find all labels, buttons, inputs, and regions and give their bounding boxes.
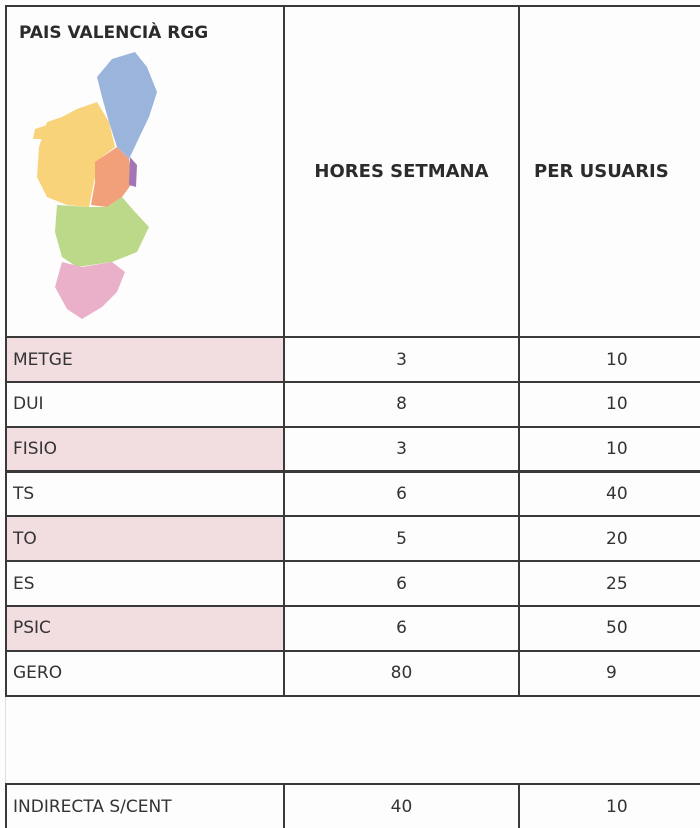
region-map	[33, 52, 157, 319]
table-title: PAIS VALENCIÀ RGG	[19, 23, 209, 43]
table-cell: 3	[283, 336, 520, 383]
table-cell: 25	[518, 560, 700, 607]
row-label: GERO	[5, 649, 285, 697]
row-label: ES	[5, 560, 285, 607]
table-cell: 3	[283, 425, 520, 473]
table-cell: 6	[283, 470, 520, 518]
table-cell: 10	[518, 425, 700, 473]
table-cell: 6	[283, 560, 520, 607]
row-label: TS	[5, 470, 285, 518]
header-cell: PAIS VALENCIÀ RGG	[5, 5, 285, 338]
table-cell: 5	[283, 515, 520, 563]
table-cell: 6	[283, 604, 520, 652]
row-label: METGE	[5, 336, 285, 383]
row-label: FISIO	[5, 425, 285, 473]
blank-area	[5, 694, 700, 783]
table-cell: 80	[283, 649, 520, 697]
column-header: PER USUARIS	[518, 5, 700, 338]
row-label: DUI	[5, 380, 285, 428]
row-label: PSIC	[5, 604, 285, 652]
table-cell: 40	[518, 470, 700, 518]
table-cell: 40	[283, 783, 520, 828]
table-cell: 10	[518, 783, 700, 828]
row-label: INDIRECTA S/CENT	[5, 783, 285, 828]
table-cell: 9	[518, 649, 700, 697]
table-cell: 20	[518, 515, 700, 563]
table-cell: 8	[283, 380, 520, 428]
table-cell: 10	[518, 336, 700, 383]
row-label: TO	[5, 515, 285, 563]
column-header: HORES SETMANA	[283, 5, 520, 338]
table-cell: 10	[518, 380, 700, 428]
table-cell: 50	[518, 604, 700, 652]
